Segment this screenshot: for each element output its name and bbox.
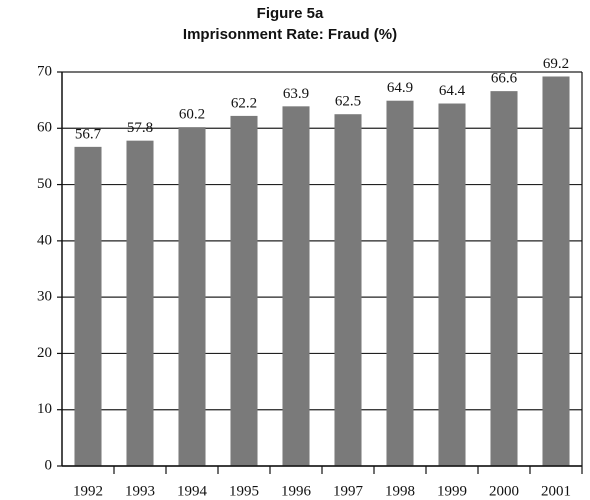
bar bbox=[334, 114, 362, 466]
bar bbox=[386, 100, 414, 466]
chart-subtitle: Imprisonment Rate: Fraud (%) bbox=[183, 26, 397, 43]
bar bbox=[438, 103, 466, 467]
bar bbox=[230, 115, 258, 466]
data-label: 63.9 bbox=[283, 86, 309, 102]
bar bbox=[490, 91, 518, 466]
x-tick-label: 1998 bbox=[385, 483, 415, 499]
bar bbox=[178, 127, 206, 466]
x-tick-label: 1995 bbox=[229, 483, 259, 499]
x-tick-label: 1997 bbox=[333, 483, 364, 499]
x-tick-label: 1999 bbox=[437, 483, 467, 499]
data-label: 60.2 bbox=[179, 107, 205, 123]
y-tick-label: 70 bbox=[37, 63, 52, 79]
data-label: 62.5 bbox=[335, 94, 361, 110]
y-tick-label: 50 bbox=[37, 176, 52, 192]
data-label: 64.9 bbox=[387, 80, 413, 96]
x-tick-label: 2000 bbox=[489, 483, 519, 499]
y-tick-label: 20 bbox=[37, 345, 52, 361]
bar bbox=[282, 106, 310, 466]
bar bbox=[74, 146, 102, 467]
chart-title: Figure 5a bbox=[257, 5, 324, 22]
x-tick-label: 1994 bbox=[177, 483, 208, 499]
y-tick-label: 60 bbox=[37, 120, 52, 136]
data-label: 57.8 bbox=[127, 120, 153, 136]
y-tick-label: 30 bbox=[37, 289, 52, 305]
data-label: 62.2 bbox=[231, 95, 257, 111]
x-tick-label: 1996 bbox=[281, 483, 312, 499]
x-tick-label: 2001 bbox=[541, 483, 571, 499]
y-tick-label: 0 bbox=[45, 457, 53, 473]
x-tick-label: 1993 bbox=[125, 483, 155, 499]
data-label: 69.2 bbox=[543, 56, 569, 72]
y-tick-label: 40 bbox=[37, 232, 52, 248]
bar bbox=[542, 76, 570, 466]
x-tick-label: 1992 bbox=[73, 483, 103, 499]
y-tick-label: 10 bbox=[37, 401, 52, 417]
data-label: 56.7 bbox=[75, 126, 102, 142]
bar bbox=[126, 140, 154, 466]
data-label: 66.6 bbox=[491, 71, 518, 87]
data-label: 64.4 bbox=[439, 83, 466, 99]
